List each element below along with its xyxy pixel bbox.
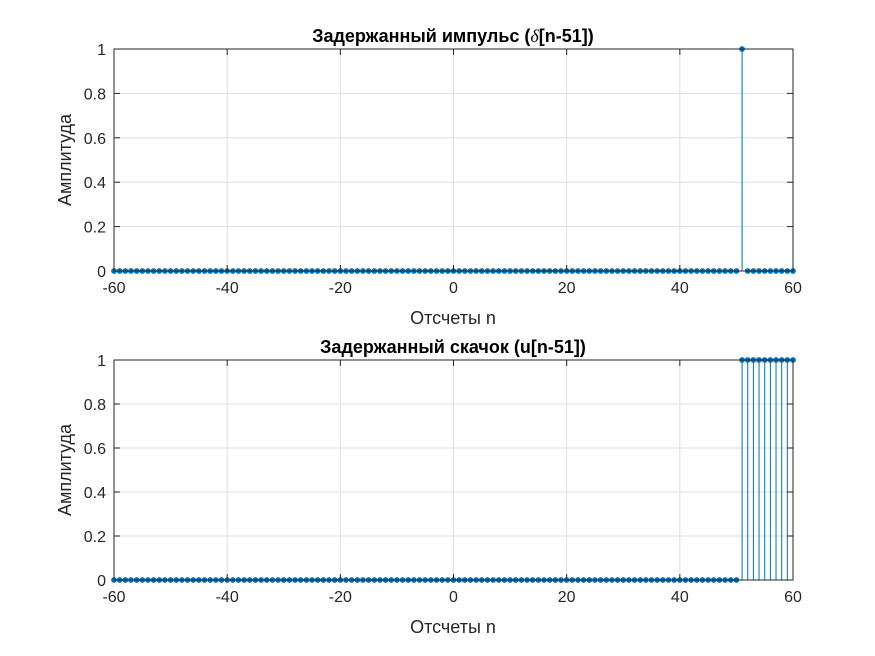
y-tick-label: 0.2 [84, 220, 106, 237]
x-tick-label: 20 [558, 280, 576, 297]
impulse-y-ticks: 0 0.2 0.4 0.6 0.8 1 [84, 42, 793, 281]
step-plot-area [113, 359, 794, 581]
impulse-title: Задержанный импульс (δ[n-51]) [312, 26, 594, 46]
step-x-axis-label: Отсчеты n [410, 617, 496, 637]
x-tick-label: -20 [329, 589, 352, 606]
step-x-ticks: -60 -40 -20 0 20 40 60 [102, 360, 802, 606]
y-tick-label: 1 [97, 353, 106, 370]
x-tick-label: 0 [449, 589, 458, 606]
impulse-x-ticks: -60 -40 -20 0 20 40 60 [102, 49, 802, 297]
x-tick-label: 0 [449, 280, 458, 297]
x-tick-label: -40 [216, 280, 239, 297]
step-y-ticks: 0 0.2 0.4 0.6 0.8 1 [84, 353, 793, 590]
impulse-x-axis-label: Отсчеты n [410, 308, 496, 328]
y-tick-label: 0 [97, 573, 106, 590]
impulse-y-axis-label: Амплитуда [55, 113, 75, 206]
impulse-plot-area [113, 48, 794, 272]
x-tick-label: -20 [329, 280, 352, 297]
impulse-subplot: -60 -40 -20 0 20 40 60 0 0.2 0.4 0.6 0.8 1 Задержан… [55, 26, 802, 328]
y-tick-label: 0.4 [84, 175, 106, 192]
y-tick-label: 0.6 [84, 441, 106, 458]
x-tick-label: 20 [558, 589, 576, 606]
x-tick-label: 40 [671, 589, 689, 606]
y-tick-label: 0 [97, 264, 106, 281]
y-tick-label: 0.8 [84, 397, 106, 414]
step-y-axis-label: Амплитуда [55, 423, 75, 516]
x-tick-label: -40 [216, 589, 239, 606]
y-tick-label: 0.8 [84, 86, 106, 103]
x-tick-label: -60 [102, 589, 125, 606]
x-tick-label: -60 [102, 280, 125, 297]
step-subplot: -60 -40 -20 0 20 40 60 0 0.2 0.4 0.6 0.8 1 Задержан… [55, 337, 802, 637]
x-tick-label: 40 [671, 280, 689, 297]
y-tick-label: 1 [97, 42, 106, 59]
step-title: Задержанный скачок (u[n-51]) [320, 337, 586, 357]
y-tick-label: 0.4 [84, 485, 106, 502]
y-tick-label: 0.6 [84, 131, 106, 148]
y-tick-label: 0.2 [84, 529, 106, 546]
x-tick-label: 60 [784, 589, 802, 606]
x-tick-label: 60 [784, 280, 802, 297]
